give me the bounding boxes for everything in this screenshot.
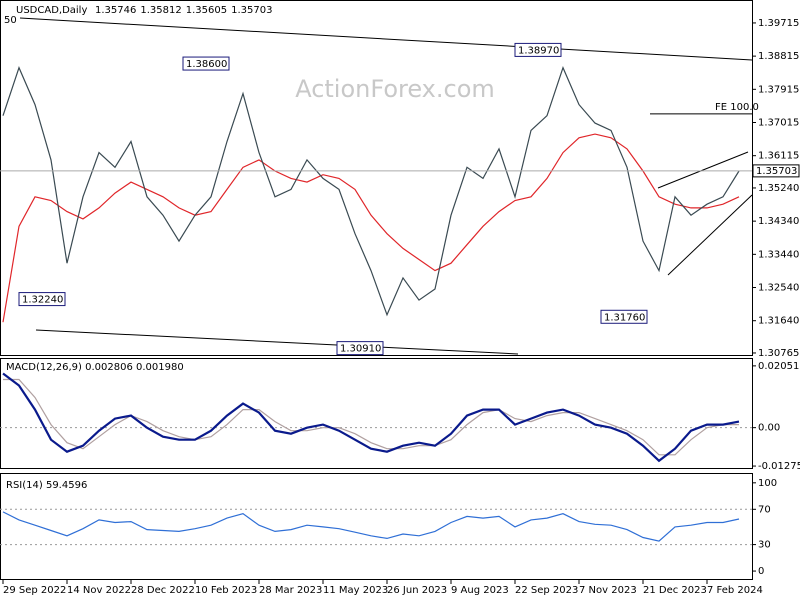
x-tick-label: 7 Feb 2024 [707, 585, 763, 596]
y-tick-label: 1.33440 [758, 249, 799, 260]
chart-title: USDCAD,Daily [16, 5, 87, 16]
x-tick-label: 9 Aug 2023 [451, 585, 509, 596]
price-label-box [182, 56, 230, 71]
y-tick-label: 1.37015 [758, 118, 799, 129]
y-tick-label: 1.32540 [758, 283, 799, 294]
series-line [2, 511, 740, 542]
x-tick-label: 11 May 2023 [323, 585, 388, 596]
x-tick-label: 26 Jun 2023 [387, 585, 447, 596]
macd-title: MACD(12,26,9) 0.002806 0.001980 [6, 362, 184, 373]
x-tick-label: 10 Feb 2023 [195, 585, 257, 596]
price-label: 1.38970 [518, 45, 559, 56]
wedge-line [657, 151, 749, 189]
last-price-box [752, 164, 800, 178]
corner-text: 50 [4, 15, 17, 26]
x-tick-label: 29 Sep 2022 [3, 585, 66, 596]
rsi-panel [0, 473, 753, 580]
x-tick-label: 21 Dec 2023 [643, 585, 707, 596]
ohlc-value: 1.35703 [231, 5, 272, 16]
price-panel [0, 0, 753, 356]
ohlc-value: 1.35605 [186, 5, 227, 16]
x-tick-label: 28 Mar 2023 [259, 585, 322, 596]
rsi-title: RSI(14) 59.4596 [6, 480, 87, 491]
y-tick-label: 0.020518 [758, 361, 800, 372]
y-tick-label: 30 [758, 540, 771, 551]
series-line [2, 66, 740, 317]
ohlc-value: 1.35746 [95, 5, 136, 16]
y-tick-label: 1.39715 [758, 18, 799, 29]
price-label: 1.38600 [186, 59, 227, 70]
price-label-box [18, 292, 66, 307]
x-tick-label: 7 Nov 2023 [579, 585, 637, 596]
ohlc-value: 1.35812 [140, 5, 181, 16]
last-price-label: 1.35703 [756, 166, 797, 177]
series-line [2, 372, 740, 463]
y-tick-label: 70 [758, 504, 771, 515]
y-tick-label: 100 [758, 478, 777, 489]
watermark: ActionForex.com [295, 75, 495, 103]
price-label: 1.31760 [604, 312, 645, 323]
y-tick-label: 1.34340 [758, 216, 799, 227]
wedge-line [667, 194, 753, 276]
y-tick-label: -0.012755 [758, 461, 800, 472]
y-tick-label: 1.31640 [758, 316, 799, 327]
y-tick-label: 1.38815 [758, 51, 799, 62]
y-tick-label: 1.37915 [758, 84, 799, 95]
macd-panel [0, 358, 753, 469]
y-tick-label: 0 [758, 566, 764, 577]
fe-label: FE 100.0 [715, 102, 759, 113]
x-tick-label: 22 Sep 2023 [515, 585, 578, 596]
y-tick-label: 0.00 [758, 423, 780, 434]
price-label-box [336, 341, 384, 356]
x-tick-label: 14 Nov 2022 [67, 585, 131, 596]
y-tick-label: 1.30765 [758, 348, 799, 359]
price-label-box [600, 309, 648, 324]
x-tick-label: 28 Dec 2022 [131, 585, 195, 596]
trend-line [19, 17, 753, 61]
ohlc: 1.35746 1.35812 1.35605 1.35703 [95, 5, 272, 16]
series-line [3, 378, 739, 456]
price-label: 1.30910 [340, 344, 381, 355]
price-label-box [514, 42, 562, 57]
price-label: 1.32240 [22, 295, 63, 306]
y-tick-label: 1.36115 [758, 151, 799, 162]
y-tick-label: 1.35240 [758, 183, 799, 194]
trend-line [35, 329, 519, 355]
